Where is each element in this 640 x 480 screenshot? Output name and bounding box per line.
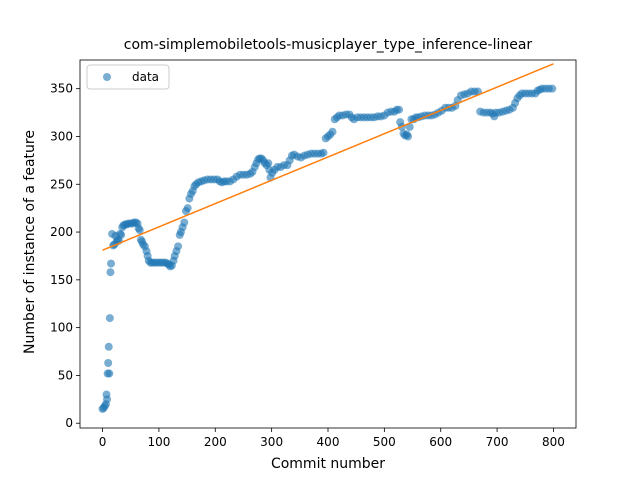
x-tick-label: 500 [373, 435, 396, 449]
axes: 0 100 200 300 400 500 600 700 800 0 50 100 150 200 250… [50, 59, 577, 449]
data-point [105, 314, 114, 323]
x-tick-label: 800 [542, 435, 565, 449]
y-tick-label: 300 [50, 129, 73, 143]
legend: data [86, 64, 170, 90]
x-tick-label: 200 [204, 435, 227, 449]
x-tick-label: 600 [429, 435, 452, 449]
data-point [107, 259, 115, 268]
y-tick-label: 100 [50, 321, 73, 335]
y-tick-label: 50 [58, 368, 73, 382]
data-point [104, 342, 113, 351]
x-axis-label: Commit number [271, 456, 385, 472]
legend-marker [103, 73, 111, 81]
data-point [328, 127, 337, 136]
data-point [183, 204, 192, 213]
data-point [135, 226, 144, 235]
trend-line [102, 63, 554, 251]
data-point [104, 359, 113, 368]
x-tick-label: 100 [147, 435, 170, 449]
x-tick-label: 300 [260, 435, 283, 449]
chart-title: com-simplemobiletools-musicplayer_type_i… [124, 37, 533, 53]
data-point [548, 84, 557, 93]
data-point [180, 218, 189, 227]
data-point [405, 122, 414, 131]
data-point [404, 132, 413, 141]
data-point [395, 105, 404, 114]
data-point [264, 159, 273, 168]
legend-box [86, 64, 170, 90]
data-point [117, 230, 126, 239]
y-tick-label: 0 [65, 416, 73, 430]
data-point [103, 395, 112, 404]
y-tick-label: 200 [50, 225, 73, 239]
x-tick-label: 700 [486, 435, 509, 449]
y-tick-label: 150 [50, 273, 73, 287]
data-point [106, 268, 115, 277]
x-tick-label: 0 [99, 435, 107, 449]
x-tick-label: 400 [317, 435, 340, 449]
data-point [105, 369, 114, 378]
data-point [319, 148, 328, 157]
plot-area [98, 63, 557, 413]
data-point [174, 242, 183, 251]
legend-label: data [132, 70, 159, 84]
y-tick-label: 350 [50, 82, 73, 96]
y-axis-label: Number of instance of a feature [22, 130, 38, 354]
y-tick-label: 250 [50, 177, 73, 191]
